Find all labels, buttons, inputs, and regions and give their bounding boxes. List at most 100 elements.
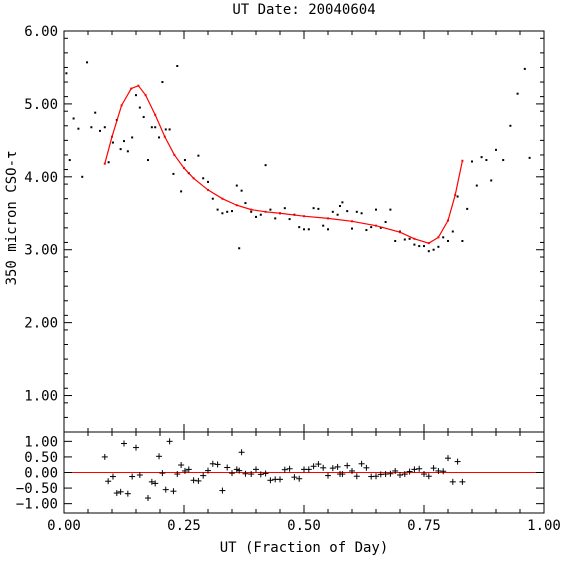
- residual-point: [124, 490, 131, 497]
- data-point: [168, 128, 171, 131]
- data-point: [250, 210, 253, 213]
- resid-y-tick-label: 1.00: [24, 434, 58, 450]
- data-point: [150, 126, 153, 129]
- residual-point: [430, 465, 437, 472]
- data-point: [408, 237, 411, 240]
- data-point: [65, 72, 68, 75]
- data-point: [103, 126, 106, 129]
- residual-point: [339, 471, 346, 478]
- data-point: [135, 94, 137, 97]
- data-point: [394, 239, 397, 242]
- data-point: [303, 228, 305, 231]
- residual-point: [121, 440, 127, 447]
- main-y-tick-label: 4.00: [24, 170, 58, 186]
- fit-point: [461, 159, 464, 162]
- residual-point: [156, 453, 163, 460]
- data-point: [202, 177, 205, 180]
- data-point: [451, 230, 454, 233]
- data-point: [495, 148, 497, 151]
- residual-point: [344, 462, 351, 469]
- x-tick-label: 0.50: [287, 518, 321, 534]
- data-point: [423, 245, 425, 248]
- x-tick-label: 0.25: [167, 518, 201, 534]
- residual-point: [159, 470, 166, 477]
- data-point: [107, 161, 110, 164]
- residual-point: [148, 478, 155, 485]
- residual-point: [113, 490, 120, 497]
- residual-point: [387, 470, 394, 477]
- residual-point: [174, 471, 181, 478]
- data-point: [475, 184, 478, 187]
- residual-point: [248, 471, 255, 478]
- data-point: [111, 141, 114, 144]
- residual-point: [310, 463, 317, 470]
- data-point: [161, 81, 164, 84]
- data-point: [339, 204, 341, 207]
- residual-point: [253, 466, 259, 473]
- data-point: [341, 201, 344, 204]
- main-y-tick-label: 6.00: [24, 24, 58, 40]
- residual-point: [401, 471, 408, 478]
- residual-point: [286, 465, 293, 472]
- data-point: [154, 126, 157, 129]
- main-y-tick-label: 3.00: [24, 243, 58, 259]
- data-point: [259, 213, 262, 216]
- residual-point: [315, 461, 322, 468]
- residual-point: [170, 488, 177, 495]
- residual-point: [392, 467, 399, 474]
- data-point: [158, 136, 161, 139]
- residual-point: [162, 486, 169, 493]
- data-point: [456, 195, 459, 198]
- data-point: [231, 210, 233, 213]
- data-point: [126, 150, 129, 153]
- residual-point: [166, 438, 173, 445]
- main-plot-panel: 1.00 2.00 3.00 4.00 5.00 6.00: [24, 24, 545, 433]
- x-tick-label: 0.00: [47, 518, 81, 534]
- data-point: [216, 208, 219, 211]
- data-point: [90, 126, 93, 129]
- data-point: [138, 106, 141, 109]
- residual-point: [214, 461, 221, 468]
- residual-point: [305, 466, 312, 473]
- x-tick-label: 0.75: [407, 518, 441, 534]
- data-point: [197, 154, 200, 157]
- data-point: [365, 229, 368, 232]
- data-point: [99, 129, 101, 132]
- residual-point: [105, 478, 112, 485]
- residual-point: [329, 465, 336, 472]
- data-point: [331, 210, 334, 213]
- data-point: [264, 164, 267, 167]
- residual-point: [152, 480, 159, 487]
- main-y-tick-label: 5.00: [24, 97, 58, 113]
- data-point: [131, 136, 134, 139]
- data-point: [240, 189, 243, 192]
- data-point: [274, 217, 277, 220]
- data-point: [528, 156, 531, 159]
- fit-point: [103, 162, 106, 165]
- data-point: [413, 243, 416, 246]
- data-point: [180, 190, 183, 193]
- residual-point: [363, 464, 370, 471]
- residual-point: [178, 462, 185, 469]
- residual-point: [145, 495, 151, 502]
- chart-title: UT Date: 20040604: [232, 2, 375, 18]
- residual-point: [291, 474, 298, 481]
- data-point: [375, 208, 377, 211]
- residual-point: [445, 455, 451, 462]
- data-point: [418, 245, 421, 248]
- residual-point: [411, 466, 418, 473]
- residual-point: [281, 466, 288, 473]
- data-point: [523, 67, 526, 70]
- data-point: [480, 156, 483, 159]
- residual-point: [209, 460, 216, 467]
- residual-point: [397, 471, 403, 478]
- fit-curve: [104, 84, 463, 244]
- main-y-tick-label: 2.00: [24, 316, 58, 332]
- main-y-axis-label: 350 micron CSO-τ: [4, 151, 20, 286]
- residual-point: [205, 467, 211, 474]
- residual-point: [349, 467, 355, 474]
- data-point: [471, 160, 473, 163]
- residual-point: [459, 478, 466, 485]
- residual-point: [440, 468, 447, 475]
- data-point: [283, 207, 286, 210]
